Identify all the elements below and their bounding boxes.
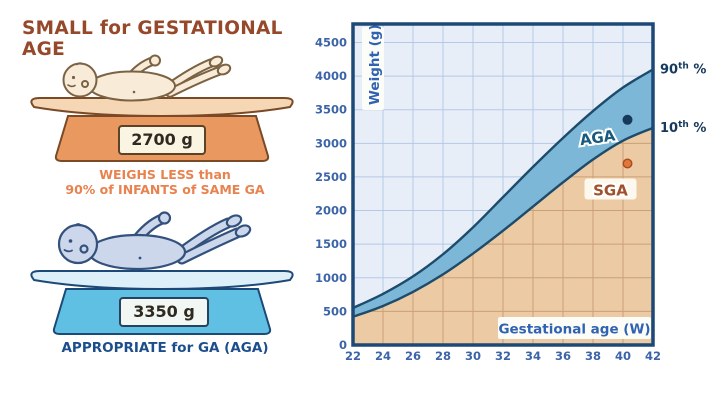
y-tick: 1000 (315, 271, 347, 285)
y-tick: 2000 (315, 204, 347, 218)
x-axis-ticks: 22 24 26 28 30 32 34 36 38 40 42 (345, 349, 661, 363)
y-tick: 0 (339, 338, 347, 352)
sga-baby-eye (71, 75, 76, 80)
sga-caption: WEIGHS LESS than 90% of INFANTS of SAME … (10, 167, 320, 197)
sga-baby-foot (208, 55, 224, 68)
sga-baby (62, 54, 232, 102)
x-axis-label-box (498, 317, 651, 339)
y-tick: 4000 (315, 69, 347, 83)
y-tick: 500 (323, 304, 347, 318)
aga-baby-navel (138, 256, 142, 260)
x-tick: 40 (615, 349, 631, 363)
x-tick: 32 (495, 349, 511, 363)
aga-baby-foot (225, 214, 243, 228)
sga-point (622, 158, 633, 169)
sga-baby-foot2 (216, 63, 232, 76)
sga-weight-value: 2700 g (131, 130, 193, 149)
y-tick: 3000 (315, 136, 347, 150)
aga-baby-body (87, 233, 187, 271)
y-tick: 4500 (315, 35, 347, 49)
sga-baby-mouth (67, 84, 76, 88)
aga-baby (57, 211, 252, 271)
sga-baby-navel (132, 90, 136, 94)
aga-scale-display (119, 297, 209, 327)
aga-caption: APPROPRIATE for GA (AGA) (61, 340, 269, 356)
aga-scale-tray (30, 270, 294, 291)
x-tick: 38 (585, 349, 601, 363)
x-tick: 30 (465, 349, 481, 363)
y-axis-label-box (362, 27, 384, 110)
y-axis-ticks: 0 500 1000 1500 2000 2500 3000 3500 4000 4500 (315, 35, 347, 352)
x-tick: 26 (405, 349, 421, 363)
aga-baby-head (57, 223, 99, 265)
aga-baby-fist (157, 211, 172, 225)
page-title: SMALL for GESTATIONAL AGE (22, 18, 283, 60)
aga-baby-foot2 (234, 224, 252, 238)
sga-baby-hair (76, 62, 83, 66)
aga-baby-mouth (63, 249, 73, 253)
aga-point (622, 114, 633, 125)
aga-baby-scale-illustration: 3350 g (30, 211, 294, 335)
x-tick: 36 (555, 349, 571, 363)
percentile-label-10th: 10th % (660, 120, 706, 136)
y-tick: 1500 (315, 237, 347, 251)
aga-baby-eye (68, 239, 73, 243)
y-axis-label: Weight (g) (367, 24, 383, 105)
sga-label-box (584, 178, 637, 200)
x-axis-label: Gestational age (W) (498, 322, 650, 338)
normal-range-band (353, 69, 653, 317)
x-tick: 28 (435, 349, 451, 363)
sga-caption-line2: 90% of INFANTS of SAME GA (65, 182, 265, 197)
aga-baby-hair (74, 223, 82, 227)
chart-border (351, 22, 655, 347)
sga-caption-line1: WEIGHS LESS than (99, 167, 231, 182)
sga-baby-ear (81, 80, 89, 88)
aga-baby-ear (79, 244, 89, 254)
p10-curve (352, 126, 654, 318)
x-tick: 34 (525, 349, 541, 363)
sga-baby-scale-illustration: 2700 g (30, 54, 294, 162)
percentile-label-90th: 90th % (660, 61, 706, 77)
sga-scale: 2700 g (30, 97, 294, 162)
aga-scale: 3350 g (30, 270, 294, 335)
x-tick: 42 (645, 349, 661, 363)
growth-chart: Weight (g) Gestational age (W) 0 500 1000 150… (315, 22, 706, 363)
x-tick: 24 (375, 349, 391, 363)
aga-weight-value: 3350 g (133, 302, 195, 321)
sga-baby-fist (149, 54, 161, 67)
sga-label: SGA (593, 181, 628, 199)
p90-curve (352, 68, 654, 310)
y-tick: 2500 (315, 170, 347, 184)
sga-scale-display (118, 125, 206, 155)
y-tick: 3500 (315, 103, 347, 117)
sga-scale-tray (30, 97, 294, 118)
x-tick: 22 (345, 349, 361, 363)
sga-baby-body (88, 70, 176, 102)
sga-baby-head (62, 62, 98, 98)
